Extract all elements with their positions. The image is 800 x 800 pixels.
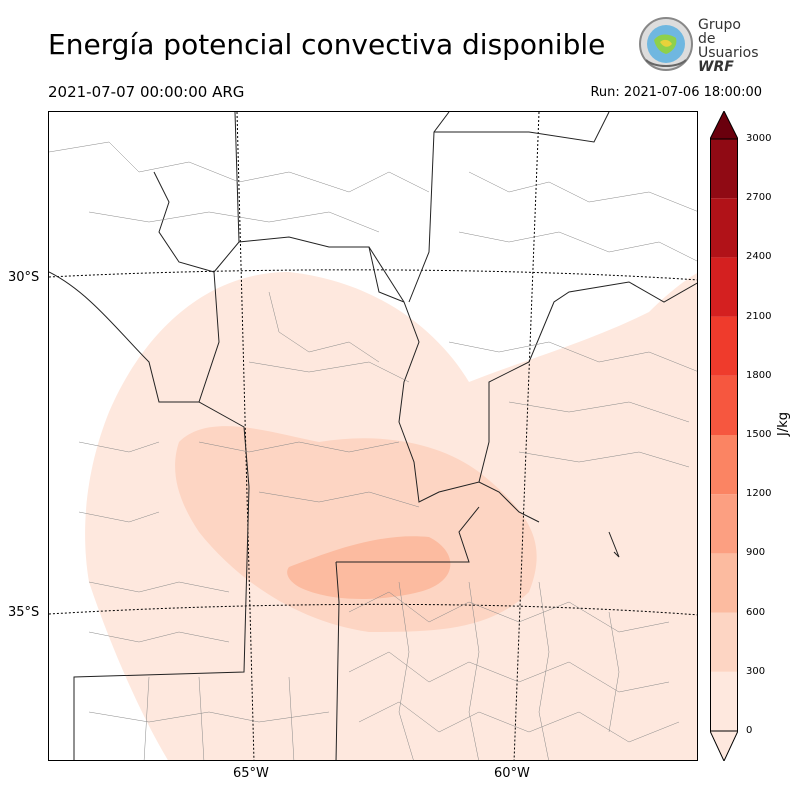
colorbar-tick-label: 1200 [746,488,772,500]
colorbar-tick-label: 2700 [746,192,772,204]
colorbar-bin [710,257,738,317]
colorbar-tick-label: 0 [746,725,753,736]
valid-time: 2021-07-07 00:00:00 ARG [48,83,245,101]
colorbar-tick-label: 1500 [746,429,772,440]
colorbar-bin [710,316,738,376]
globe-seal-icon [639,17,693,71]
colorbar-tick-label: 600 [746,606,766,618]
colorbar-tick-label: 1800 [746,369,772,381]
colorbar-tick-label: 900 [746,547,766,559]
colorbar-bin [710,553,738,613]
colorbar-bin [710,671,738,731]
colorbar-under-arrow [710,730,738,761]
colorbar-bin [710,435,738,495]
cape-fill-300-600 [175,426,537,632]
colorbar-tick-label: 300 [746,665,766,677]
cape-map [49,112,697,760]
map-panel [48,111,698,761]
colorbar-tick-label: 3000 [746,133,772,144]
colorbar-tick-label: 2400 [746,251,772,263]
run-time: Run: 2021-07-06 18:00:00 [590,85,762,100]
colorbar-bin [710,139,738,199]
lon-label-65w: 65°W [233,766,269,781]
colorbar-bin [710,198,738,258]
lat-label-30s: 30°S [8,270,40,285]
logo: Grupo de Usuarios WRF [638,16,759,75]
colorbar-bin [710,612,738,672]
lon-label-60w: 60°W [494,766,530,781]
colorbar-over-arrow [710,111,738,140]
colorbar-unit-label: J/kg [776,412,791,436]
logo-line-2: Usuarios [698,45,759,61]
cape-fill-600-900 [287,536,451,599]
colorbar [710,111,738,761]
colorbar-outline [710,138,738,732]
page-title: Energía potencial convectiva disponible [48,28,606,61]
colorbar-bin [710,375,738,435]
lat-label-35s: 35°S [8,605,40,620]
logo-line-3: WRF [698,59,734,75]
logo-line-1: Grupo de [698,17,741,47]
colorbar-bin [710,494,738,554]
colorbar-tick-label: 2100 [746,310,772,322]
